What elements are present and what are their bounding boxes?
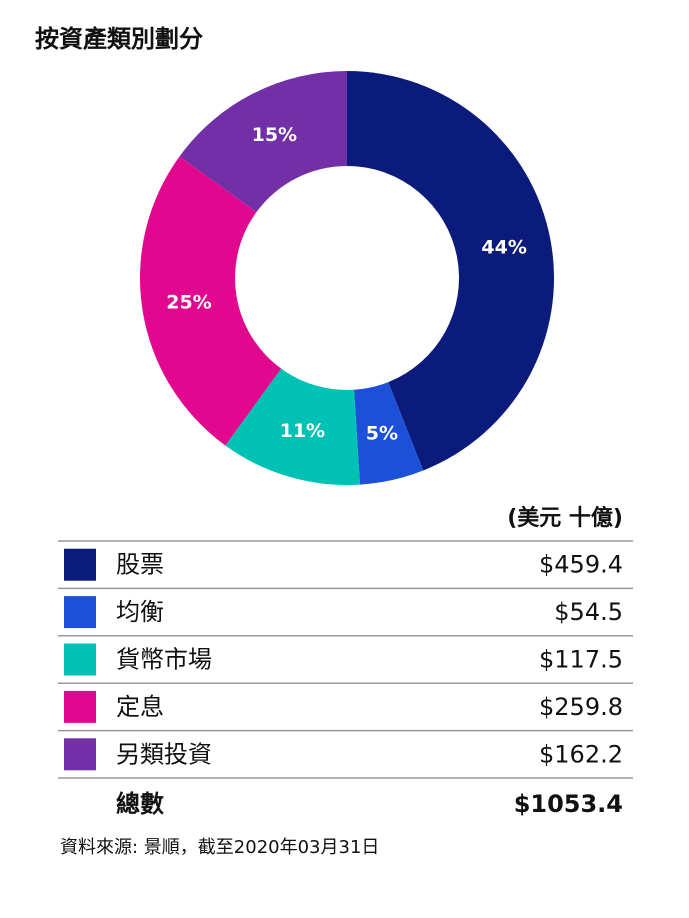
amount: $162.2 [539, 740, 623, 768]
unit-header: (美元 十億) [507, 505, 623, 531]
legend-swatch [64, 643, 96, 676]
total-amount: $1053.4 [514, 790, 623, 818]
slice-label: 11% [280, 420, 325, 442]
donut-slice [225, 368, 360, 485]
category-name: 股票 [116, 551, 164, 579]
amount: $117.5 [539, 646, 623, 674]
legend-swatch [64, 596, 96, 629]
donut-slice [347, 71, 554, 471]
legend-swatch [64, 738, 96, 771]
slice-label: 5% [366, 423, 398, 445]
legend-swatch [64, 690, 96, 723]
chart-title: 按資產類別劃分 [35, 25, 203, 53]
amount: $54.5 [554, 598, 623, 626]
slice-label: 44% [481, 237, 526, 259]
category-name: 另類投資 [116, 740, 212, 768]
amount: $459.4 [539, 551, 623, 579]
slice-label: 25% [166, 292, 211, 314]
donut-slice [354, 382, 424, 485]
category-name: 均衡 [116, 598, 164, 626]
donut-slice [139, 156, 282, 446]
amount: $259.8 [539, 693, 623, 721]
category-name: 定息 [116, 693, 164, 721]
legend-swatch [64, 548, 96, 581]
category-name: 貨幣市場 [116, 646, 212, 674]
source-note: 資料來源: 景順，截至2020年03月31日 [60, 837, 379, 858]
total-label: 總數 [116, 790, 164, 818]
donut-slice [179, 71, 347, 213]
slice-label: 15% [252, 124, 297, 146]
